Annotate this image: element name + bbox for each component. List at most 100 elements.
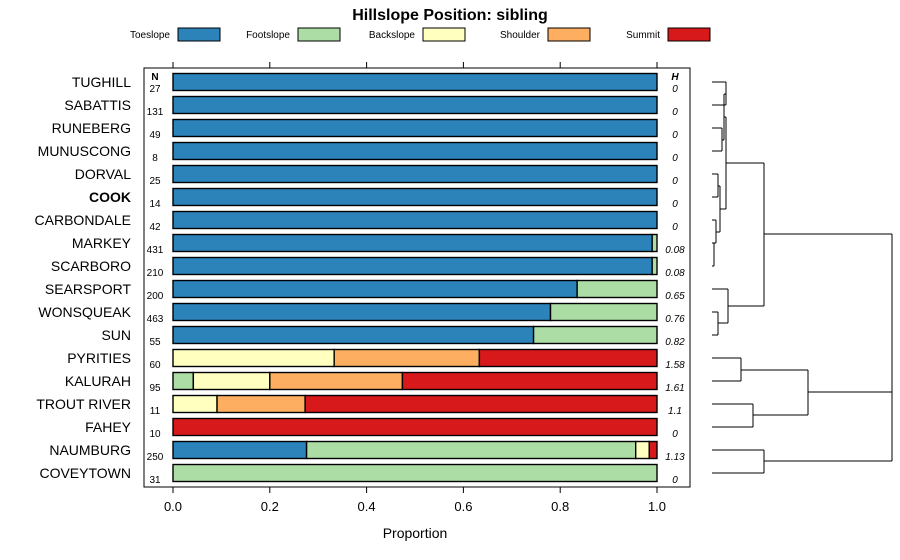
bar-segment-toeslope [172, 118, 658, 138]
x-tick-label: 0.4 [358, 499, 376, 514]
row-h-value: 1.58 [665, 360, 685, 371]
row-n-value: 95 [149, 383, 161, 394]
bar-segment-shoulder [269, 371, 404, 391]
row-label: TUGHILL [72, 74, 131, 90]
legend-label: Toeslope [130, 30, 170, 41]
bar-segment-footslope [576, 279, 658, 299]
h-column-header: H [671, 72, 679, 83]
bar-segment-toeslope [172, 141, 658, 161]
legend-label: Backslope [369, 30, 416, 41]
row-n-value: 60 [149, 360, 161, 371]
plot-frame [143, 67, 691, 488]
row-h-value: 1.61 [665, 383, 684, 394]
row-h-value: 0 [672, 429, 678, 440]
legend-label: Summit [626, 30, 660, 41]
bar-segment-toeslope [172, 233, 653, 253]
row-n-value: 31 [149, 475, 161, 486]
bar-segment-footslope [172, 371, 195, 391]
row-n-value: 250 [147, 452, 164, 463]
row-label: WONSQUEAK [38, 304, 131, 320]
bar-segment-backslope [192, 371, 271, 391]
x-axis: 0.0 0.2 0.4 0.6 0.8 1.0 [164, 62, 666, 514]
row-n-value: 431 [147, 245, 164, 256]
row-label: MUNUSCONG [38, 143, 131, 159]
legend-swatch [177, 27, 221, 42]
x-tick-label: 0.0 [164, 499, 182, 514]
row-label: SEARSPORT [45, 281, 132, 297]
bar-segment-toeslope [172, 164, 658, 184]
row-n-value: 210 [147, 268, 164, 279]
row-h-value: 1.1 [668, 406, 682, 417]
row-label: TROUT RIVER [36, 396, 131, 412]
bar-segment-summit [478, 348, 658, 368]
profile-rows: TUGHILL 27 0 SABATTIS 131 0 RUNEBERG 49 0 MUNUSCO… [35, 72, 685, 486]
row-n-value: 49 [149, 130, 161, 141]
row-n-value: 200 [147, 291, 164, 302]
row-n-value: 42 [149, 222, 161, 233]
bar-segment-summit [172, 417, 658, 437]
row-label: SABATTIS [64, 97, 131, 113]
bar-segment-summit [304, 394, 658, 414]
bar-segment-toeslope [172, 279, 578, 299]
chart-title: Hillslope Position: sibling [352, 7, 548, 24]
row-h-value: 0 [672, 475, 678, 486]
bar-segment-toeslope [172, 210, 658, 230]
bar-segment-footslope [651, 256, 658, 276]
bar-segment-toeslope [172, 95, 658, 115]
row-n-value: 25 [149, 176, 161, 187]
legend-swatch [667, 27, 711, 42]
row-label: COOK [89, 189, 131, 205]
bar-segment-backslope [172, 348, 335, 368]
legend-swatch [297, 27, 341, 42]
bar-segment-footslope [532, 325, 658, 345]
bar-segment-toeslope [172, 72, 658, 92]
legend: Toeslope Footslope Backslope Shoulder Summit [130, 27, 711, 42]
bar-segment-toeslope [172, 325, 535, 345]
row-label: DORVAL [75, 166, 131, 182]
row-h-value: 0 [672, 84, 678, 95]
row-n-value: 27 [149, 84, 161, 95]
legend-swatch [547, 27, 591, 42]
x-tick-label: 0.2 [261, 499, 279, 514]
row-n-value: 463 [147, 314, 164, 325]
bar-segment-toeslope [172, 440, 308, 460]
row-n-value: 14 [149, 199, 161, 210]
bar-segment-shoulder [333, 348, 481, 368]
bar-segment-toeslope [172, 302, 552, 322]
row-h-value: 0.08 [665, 268, 685, 279]
row-label: RUNEBERG [52, 120, 131, 136]
row-label: CARBONDALE [35, 212, 131, 228]
bar-segment-footslope [651, 233, 658, 253]
x-tick-label: 0.6 [454, 499, 472, 514]
x-axis-label: Proportion [383, 525, 448, 541]
row-n-value: 10 [149, 429, 161, 440]
legend-label: Shoulder [500, 30, 541, 41]
legend-label: Footslope [246, 30, 290, 41]
row-label: NAUMBURG [49, 442, 131, 458]
x-tick-label: 1.0 [648, 499, 666, 514]
row-h-value: 0 [672, 130, 678, 141]
row-n-value: 11 [150, 406, 161, 417]
row-n-value: 131 [147, 107, 164, 118]
bar-segment-summit [401, 371, 658, 391]
bar-segment-backslope [635, 440, 650, 460]
row-label: FAHEY [85, 419, 132, 435]
row-h-value: 0.76 [665, 314, 685, 325]
legend-swatch [422, 27, 466, 42]
row-label: COVEYTOWN [39, 465, 131, 481]
row-h-value: 0 [672, 107, 678, 118]
row-h-value: 1.13 [665, 452, 685, 463]
row-h-value: 0 [672, 176, 678, 187]
bar-segment-shoulder [216, 394, 306, 414]
bar-segment-toeslope [172, 187, 658, 207]
bar-segment-toeslope [172, 256, 653, 276]
x-tick-label: 0.8 [551, 499, 569, 514]
row-h-value: 0 [672, 153, 678, 164]
bar-segment-summit [648, 440, 658, 460]
bar-segment-footslope [549, 302, 658, 322]
row-n-value: 8 [152, 153, 158, 164]
bar-segment-footslope [172, 463, 658, 483]
row-h-value: 0.82 [665, 337, 685, 348]
row-label: MARKEY [72, 235, 132, 251]
